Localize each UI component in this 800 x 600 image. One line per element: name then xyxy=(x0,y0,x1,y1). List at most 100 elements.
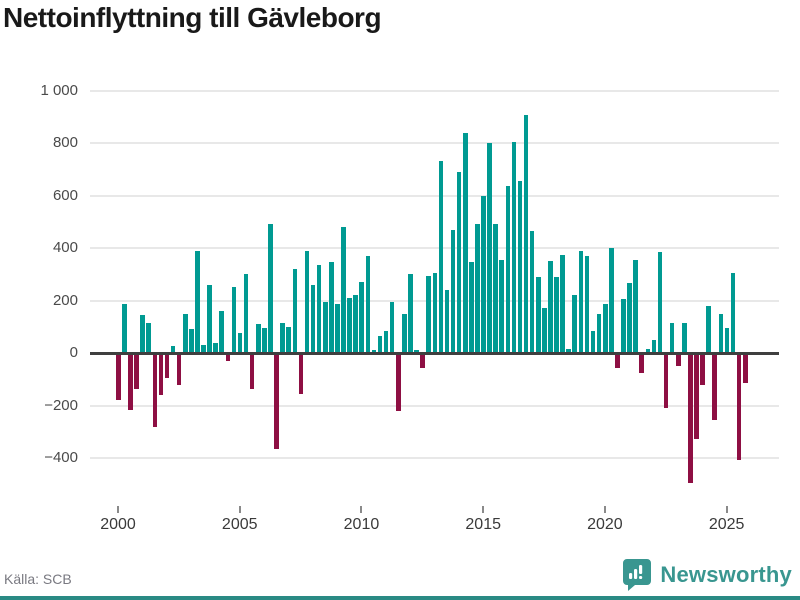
quarter-bar xyxy=(146,322,152,353)
quarter-bar xyxy=(456,171,462,353)
quarter-bar xyxy=(310,284,316,353)
quarter-bar xyxy=(201,345,206,353)
quarter-bar xyxy=(268,224,273,353)
quarter-bar xyxy=(213,342,218,353)
quarter-bar xyxy=(718,313,724,353)
quarter-bar xyxy=(682,322,687,353)
quarter-bar xyxy=(712,354,718,421)
y-axis-tick-label: 0 xyxy=(69,344,78,361)
quarter-bar xyxy=(572,295,578,353)
quarter-bar xyxy=(487,143,492,353)
quarter-bar xyxy=(182,313,188,353)
quarter-bar xyxy=(669,322,675,353)
quarter-bar xyxy=(152,354,158,427)
quarter-bar xyxy=(231,287,237,353)
quarter-bar xyxy=(462,132,468,353)
quarter-bar xyxy=(225,354,231,362)
zero-baseline xyxy=(90,351,779,355)
newsworthy-wordmark: Newsworthy xyxy=(660,562,792,587)
newsworthy-icon xyxy=(623,559,652,591)
plot-area xyxy=(90,75,779,505)
quarter-bar xyxy=(523,115,529,353)
quarter-bar xyxy=(420,354,425,368)
y-axis-tick-label: 400 xyxy=(52,239,78,256)
gridline xyxy=(90,194,779,197)
quarter-bar xyxy=(736,354,742,460)
quarter-bar xyxy=(255,324,261,353)
bottom-accent-strip xyxy=(0,596,800,600)
quarter-bar xyxy=(548,261,553,353)
quarter-bar xyxy=(688,354,693,484)
quarter-bar xyxy=(164,354,170,379)
quarter-bar xyxy=(481,195,486,353)
quarter-bar xyxy=(444,290,450,353)
quarter-bar xyxy=(535,276,541,353)
quarter-bar xyxy=(158,354,164,396)
quarter-bar xyxy=(347,297,352,353)
gridline xyxy=(90,247,779,249)
gridline xyxy=(90,457,779,459)
x-axis-tick-label: 2010 xyxy=(343,516,380,533)
quarter-bar xyxy=(700,354,705,385)
quarter-bar xyxy=(742,354,748,384)
quarter-bar xyxy=(633,259,638,353)
quarter-bar xyxy=(469,262,474,353)
x-axis-tick xyxy=(725,506,728,513)
quarter-bar xyxy=(402,313,407,353)
quarter-bar xyxy=(596,313,602,353)
y-axis-tick-label: 1 000 xyxy=(40,81,78,99)
quarter-bar xyxy=(438,161,444,353)
quarter-bar xyxy=(262,328,267,353)
x-axis-tick xyxy=(238,506,241,513)
quarter-bar xyxy=(426,275,431,353)
quarter-bar xyxy=(706,305,711,353)
quarter-bar xyxy=(116,354,121,401)
quarter-bar xyxy=(383,330,389,353)
quarter-bar xyxy=(609,248,614,353)
x-axis-tick xyxy=(117,506,119,513)
y-axis-tick-label: −200 xyxy=(44,396,78,414)
quarter-bar xyxy=(341,227,346,353)
x-axis-tick xyxy=(360,506,363,513)
quarter-bar xyxy=(170,346,176,353)
x-axis-tick xyxy=(482,506,485,513)
quarter-bar xyxy=(542,308,547,353)
quarter-bar xyxy=(243,274,249,353)
quarter-bar xyxy=(517,181,523,353)
quarter-bar xyxy=(408,274,413,353)
quarter-bar xyxy=(280,322,285,353)
quarter-bar xyxy=(505,186,511,353)
quarter-bar xyxy=(304,250,310,353)
y-axis-tick-label: 200 xyxy=(52,291,78,309)
y-axis-tick-label: −400 xyxy=(44,449,78,466)
quarter-bar xyxy=(694,354,699,439)
quarter-bar xyxy=(566,349,571,353)
quarter-bar xyxy=(395,354,401,411)
quarter-bar xyxy=(657,251,663,353)
quarter-bar xyxy=(292,269,298,353)
quarter-bar xyxy=(432,272,438,353)
newsworthy-logo: Newsworthy xyxy=(622,557,792,593)
quarter-bar xyxy=(237,333,243,353)
quarter-bar xyxy=(627,283,632,353)
quarter-bar xyxy=(584,255,590,353)
quarter-bar xyxy=(286,326,291,353)
quarter-bar xyxy=(176,354,182,385)
quarter-bar xyxy=(219,311,225,353)
y-axis-tick-label: 600 xyxy=(52,186,78,204)
quarter-bar xyxy=(322,301,328,353)
chart-title: Nettoinflyttning till Gävleborg xyxy=(3,2,382,33)
quarter-bar xyxy=(645,349,651,353)
quarter-bar xyxy=(195,250,200,353)
quarter-bar xyxy=(675,354,681,367)
quarter-bar xyxy=(475,224,480,353)
quarter-bar xyxy=(359,282,365,353)
x-axis-tick-label: 2020 xyxy=(587,516,623,533)
x-axis-tick-label: 2025 xyxy=(708,516,745,533)
quarter-bar xyxy=(639,354,645,373)
quarter-bar xyxy=(329,262,334,353)
quarter-bar xyxy=(499,259,505,353)
gridline xyxy=(90,142,779,144)
gridline xyxy=(90,89,779,92)
quarter-bar xyxy=(274,354,279,449)
